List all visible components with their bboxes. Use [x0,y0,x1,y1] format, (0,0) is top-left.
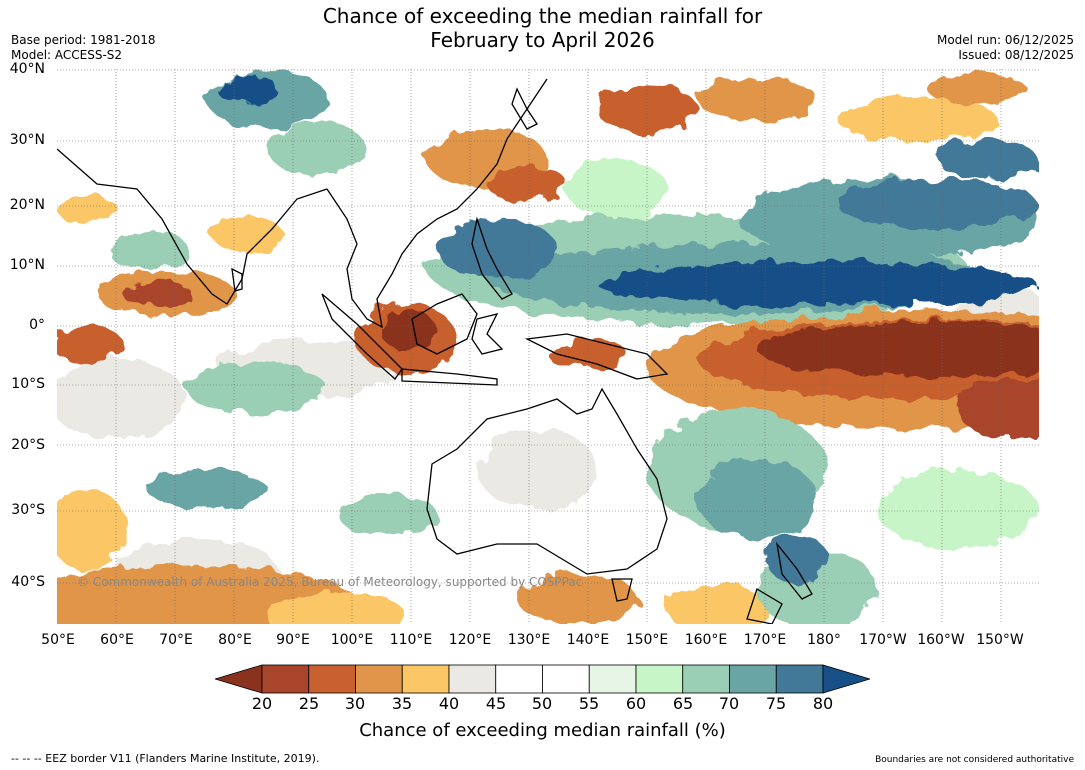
lat-label: 10°S [11,376,45,392]
lon-label: 160°W [917,632,965,648]
title-line-1: Chance of exceeding the median rainfall … [322,4,763,28]
lat-label: 30°N [9,132,45,148]
lon-label: 80°E [218,632,252,648]
colorbar-tick: 80 [812,694,834,713]
sri-lanka-coast [231,267,243,292]
colorbar-tick: 45 [485,694,507,713]
colorbar-tick: 25 [298,694,320,713]
tasmania-coast [611,578,633,602]
colorbar-svg [213,664,872,694]
colorbar-tick: 60 [625,694,647,713]
model-name: Model: ACCESS-S2 [11,48,123,62]
se-asia-coast [326,78,548,329]
lon-label: 150°W [976,632,1024,648]
colorbar-segment [729,664,777,694]
meta-left: Base period: 1981-2018 Model: ACCESS-S2 [11,33,156,63]
java-coast [401,368,498,386]
boundaries-note: Boundaries are not considered authoritat… [875,755,1074,765]
japan-coast [511,87,538,130]
lon-label: 170°W [859,632,907,648]
eez-note: -- -- -- EEZ border V11 (Flanders Marine… [11,752,320,765]
lat-label: 0° [29,317,45,333]
colorbar-tick: 55 [578,694,600,713]
colorbar-segment [401,664,450,694]
colorbar-tick: 70 [718,694,740,713]
map-title: Chance of exceeding the median rainfall … [0,4,1085,52]
colorbar-tick: 75 [765,694,787,713]
colorbar-segment [542,664,590,694]
colorbar-segment [261,664,310,694]
colorbar-segment [355,664,403,694]
sumatra-coast [321,293,403,380]
base-period: Base period: 1981-2018 [11,33,156,47]
lat-label: 20°N [9,197,45,213]
lon-label: 50°E [41,632,75,648]
lon-label: 100°E [330,632,374,648]
new-guinea-coast [524,333,669,380]
colorbar-segment [448,664,497,694]
colorbar-tick: 50 [531,694,553,713]
issued-date: Issued: 08/12/2025 [958,48,1074,62]
lon-label: 160°E [684,632,728,648]
colorbar-segment [775,664,824,694]
lon-label: 150°E [625,632,669,648]
meta-right: Model run: 06/12/2025 Issued: 08/12/2025 [937,33,1074,63]
sulawesi-coast [471,313,504,355]
lat-label: 20°S [11,437,45,453]
graticule [57,69,1039,624]
colorbar-segment [308,664,356,694]
india-coast [56,148,328,305]
lat-label: 30°S [11,502,45,518]
borneo-coast [411,293,478,355]
colorbar-tick: 30 [344,694,366,713]
philippines-coast [471,216,513,300]
colorbar-extend-low [213,664,263,694]
colorbar-segment [635,664,684,694]
colorbar [213,664,872,694]
lon-label: 110°E [389,632,433,648]
colorbar-extend-high [822,664,872,694]
copyright-notice: © Commonwealth of Australia 2025, Bureau… [77,575,583,589]
lon-label: 180° [807,632,841,648]
coastlines [56,78,813,625]
colorbar-segment [495,664,543,694]
map-canvas [56,69,1039,625]
lon-label: 130°E [507,632,551,648]
lon-label: 90°E [276,632,310,648]
australia-coast [426,387,668,575]
colorbar-tick: 65 [672,694,694,713]
colorbar-title: Chance of exceeding median rainfall (%) [359,720,726,741]
colorbar-tick: 20 [251,694,273,713]
lat-label: 40°S [11,574,45,590]
rainfall-map[interactable]: © Commonwealth of Australia 2025, Bureau… [56,69,1039,625]
lon-label: 120°E [448,632,492,648]
lat-label: 10°N [9,257,45,273]
probability-field [57,69,1039,624]
title-line-2: February to April 2026 [430,28,655,52]
model-run: Model run: 06/12/2025 [936,33,1074,47]
colorbar-segment [588,664,637,694]
colorbar-segment [682,664,730,694]
colorbar-tick: 40 [438,694,460,713]
lat-label: 40°N [9,61,45,77]
lon-label: 60°E [100,632,134,648]
lon-label: 140°E [566,632,610,648]
colorbar-tick: 35 [391,694,413,713]
lon-label: 70°E [159,632,193,648]
lon-label: 170°E [743,632,787,648]
